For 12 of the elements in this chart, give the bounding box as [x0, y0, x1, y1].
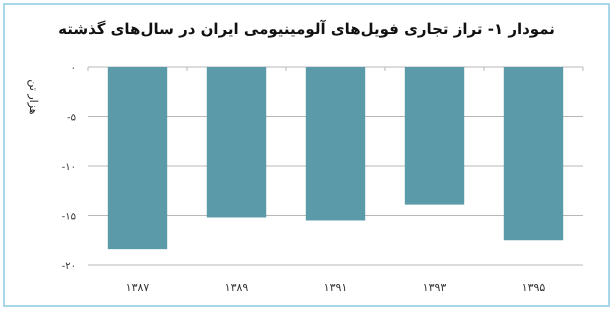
- y-tick-label: -۱۰: [62, 162, 76, 173]
- y-axis-title: هزار تن: [27, 79, 40, 115]
- x-tick-label: ۱۳۸۹: [224, 281, 248, 294]
- x-tick-label: ۱۳۹۱: [324, 281, 348, 294]
- y-tick-label: -۱۵: [62, 212, 76, 222]
- y-tick-label: -۲۰: [62, 261, 76, 272]
- chart-title: نمودار ۱- تراز تجاری فویل‌های آلومینیومی ایران در سال‌های گذشته: [58, 19, 555, 38]
- x-tick-label: ۱۳۹۵: [522, 281, 546, 294]
- y-tick-label: ۰: [70, 63, 76, 74]
- x-tick-label: ۱۳۹۳: [422, 281, 446, 294]
- y-tick-label: -۵: [67, 112, 76, 124]
- x-tick-label: ۱۳۸۷: [126, 281, 150, 294]
